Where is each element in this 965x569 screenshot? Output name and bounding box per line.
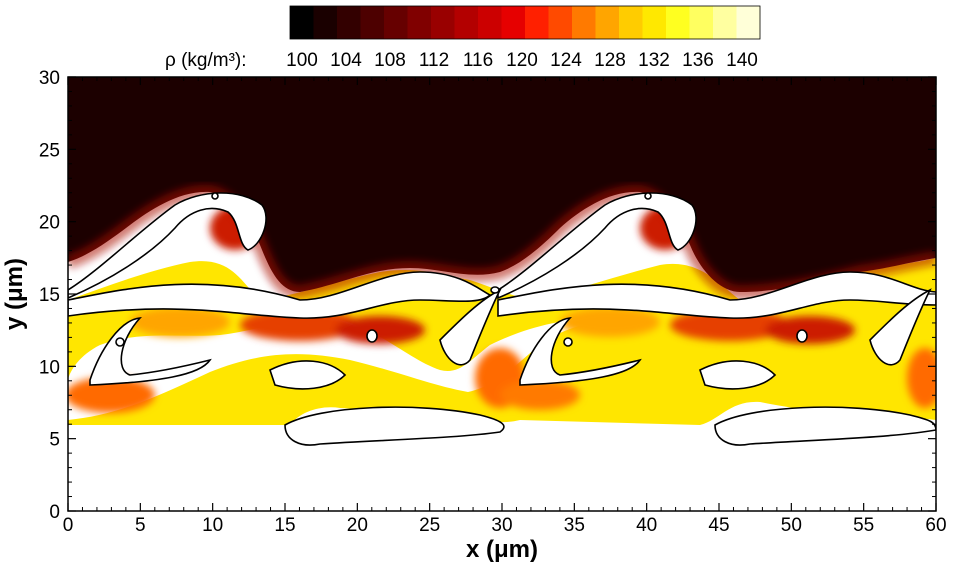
x-tick-label: 50 bbox=[781, 515, 802, 536]
colorbar-swatch bbox=[548, 6, 573, 39]
colorbar-tick-label: 116 bbox=[463, 50, 493, 71]
colorbar-swatch bbox=[501, 6, 526, 39]
y-tick-label: 5 bbox=[49, 430, 60, 451]
axis-tick-labels: 0 5 10 15 20 25 30 35 40 45 50 55 60 0 5 10 15 20 25 30 bbox=[39, 68, 947, 536]
colorbar-tick-label: 120 bbox=[506, 50, 538, 71]
colorbar-swatch bbox=[454, 6, 479, 39]
colorbar-swatch bbox=[407, 6, 432, 39]
colorbar-tick-label: 140 bbox=[726, 50, 758, 71]
y-tick-label: 20 bbox=[39, 213, 60, 234]
colorbar-swatch bbox=[642, 6, 667, 39]
colorbar bbox=[289, 5, 761, 40]
y-tick-label: 25 bbox=[39, 140, 60, 161]
colorbar-tick-label: 136 bbox=[682, 50, 714, 71]
colorbar-tick-label: 128 bbox=[594, 50, 626, 71]
colorbar-swatch bbox=[595, 6, 620, 39]
colorbar-swatch bbox=[525, 6, 549, 39]
colorbar-frame bbox=[289, 5, 761, 40]
x-tick-label: 30 bbox=[491, 515, 512, 536]
colorbar-swatch bbox=[736, 6, 761, 39]
axis-ticks bbox=[67, 76, 937, 512]
x-tick-label: 5 bbox=[135, 515, 146, 536]
colorbar-swatch bbox=[360, 6, 385, 39]
colorbar-tick-labels: 100 104 108 112 116 120 124 128 132 136 140 bbox=[286, 50, 758, 71]
y-tick-label: 30 bbox=[39, 68, 60, 89]
x-tick-label: 20 bbox=[347, 515, 368, 536]
y-axis-title: y (μm) bbox=[1, 258, 28, 330]
colorbar-swatch bbox=[337, 6, 361, 39]
colorbar-swatch bbox=[666, 6, 690, 39]
colorbar-tick-label: 104 bbox=[330, 50, 362, 71]
colorbar-swatch bbox=[713, 6, 737, 39]
interface-glow bbox=[68, 184, 936, 300]
colorbar-swatch bbox=[384, 6, 408, 39]
colorbar-tick-label: 124 bbox=[550, 50, 582, 71]
plot-area bbox=[68, 77, 936, 511]
colorbar-swatch bbox=[572, 6, 596, 39]
x-tick-label: 55 bbox=[853, 515, 874, 536]
x-tick-label: 15 bbox=[274, 515, 295, 536]
colorbar-tick-label: 108 bbox=[374, 50, 406, 71]
x-tick-label: 10 bbox=[202, 515, 223, 536]
colorbar-swatch bbox=[313, 6, 338, 39]
x-tick-label: 60 bbox=[925, 515, 946, 536]
x-axis-title: x (μm) bbox=[466, 536, 538, 563]
white-fingers bbox=[68, 192, 936, 446]
colorbar-label: ρ (kg/m³): bbox=[165, 50, 247, 71]
colorbar-swatch bbox=[478, 6, 502, 39]
y-tick-label: 0 bbox=[49, 502, 60, 523]
x-tick-label: 35 bbox=[564, 515, 585, 536]
x-tick-label: 25 bbox=[419, 515, 440, 536]
x-tick-label: 0 bbox=[63, 515, 74, 536]
colorbar-swatch bbox=[290, 6, 314, 39]
y-tick-label: 10 bbox=[39, 357, 60, 378]
colorbar-tick-label: 100 bbox=[286, 50, 318, 71]
x-tick-label: 40 bbox=[636, 515, 657, 536]
colorbar-swatch bbox=[431, 6, 455, 39]
colorbar-tick-label: 132 bbox=[638, 50, 670, 71]
y-tick-label: 15 bbox=[39, 285, 60, 306]
colorbar-swatch bbox=[619, 6, 643, 39]
colorbar-swatch bbox=[689, 6, 714, 39]
colorbar-tick-label: 112 bbox=[419, 50, 449, 71]
x-tick-label: 45 bbox=[708, 515, 729, 536]
upper-fluid-region bbox=[68, 77, 936, 292]
